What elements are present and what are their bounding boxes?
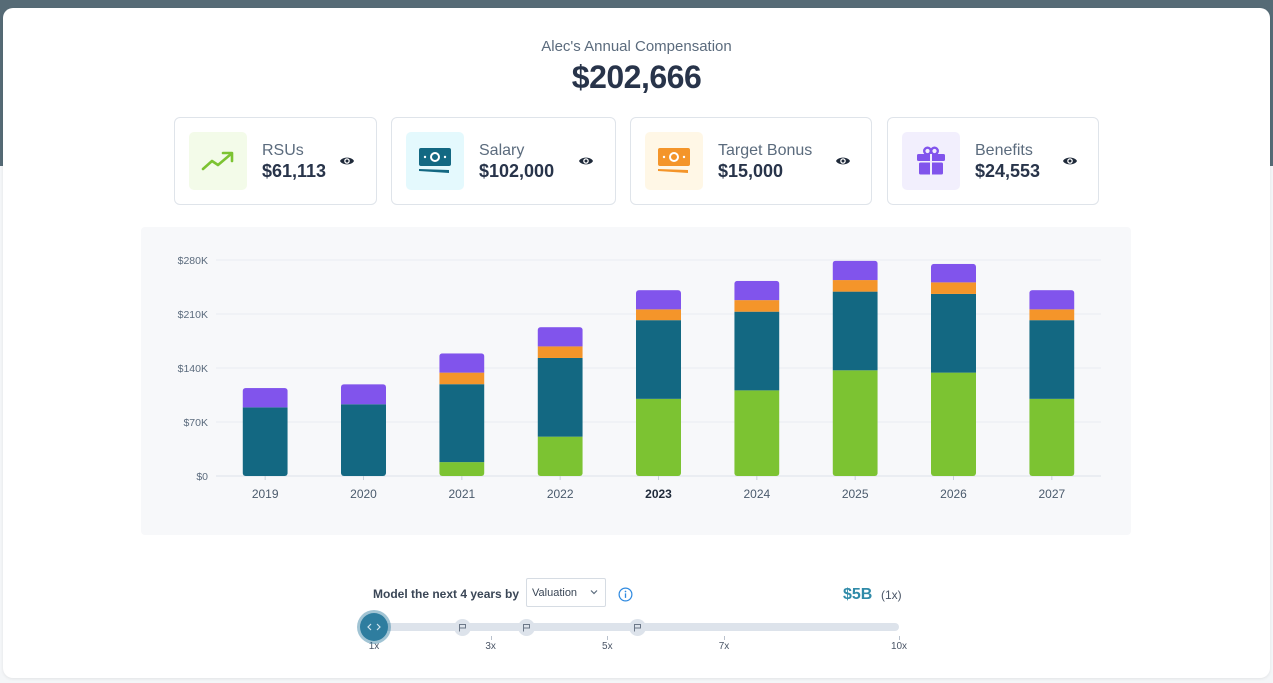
tile-target-bonus: Target Bonus $15,000	[630, 117, 872, 205]
bar-segment-target-bonus	[931, 282, 976, 294]
bar-segment-rsus	[537, 436, 583, 476]
eye-icon[interactable]	[339, 153, 355, 169]
tile-value: $24,553	[975, 161, 1041, 181]
bar-segment-salary	[242, 407, 288, 476]
compensation-chart: $0 $70K $140K $210K $280K 2019 2020 2021 2022 202…	[141, 227, 1131, 535]
bar-segment-benefits	[1029, 290, 1075, 310]
tile-value: $61,113	[262, 161, 327, 181]
y-tick-label: $140K	[178, 363, 208, 375]
milestone-flag[interactable]	[628, 619, 646, 636]
slider-tick-label: 5x	[602, 641, 613, 652]
tile-label: RSUs	[262, 142, 304, 159]
bar-segment-target-bonus	[537, 346, 583, 358]
x-tick-label: 2020	[350, 487, 377, 501]
slider-tick-label: 1x	[368, 641, 380, 652]
x-tick-label: 2019	[252, 487, 279, 501]
x-tick-label: 2026	[940, 487, 967, 501]
bar-segment-target-bonus	[1029, 309, 1075, 321]
slider-tick	[607, 636, 609, 640]
compensation-total: $202,666	[571, 59, 702, 95]
model-by-select[interactable]: Valuation	[526, 578, 606, 607]
slider-tick-label: 3x	[485, 641, 496, 652]
bar-segment-benefits	[439, 353, 485, 373]
model-label: Model the next 4 years by	[373, 587, 520, 601]
gift-icon	[902, 132, 960, 190]
bar-segment-benefits	[242, 388, 288, 408]
eye-icon[interactable]	[578, 153, 594, 169]
bar-segment-benefits	[341, 384, 386, 405]
bar-segment-salary	[734, 311, 780, 391]
x-tick-label: 2023	[645, 487, 672, 501]
valuation-slider-thumb[interactable]	[360, 613, 388, 641]
bar-segment-rsus	[931, 372, 976, 476]
bar-segment-salary	[636, 320, 681, 399]
bar-segment-rsus	[636, 398, 681, 476]
trending-up-icon	[189, 132, 247, 190]
compensation-subtitle: Alec's Annual Compensation	[541, 38, 732, 55]
slider-tick	[490, 636, 492, 640]
tile-rsus: RSUs $61,113	[174, 117, 377, 205]
y-tick-label: $70K	[183, 417, 208, 429]
bar-segment-rsus	[832, 370, 878, 476]
tile-salary: Salary $102,000	[391, 117, 616, 205]
flag-icon	[458, 624, 466, 632]
valuation-multiplier: (1x)	[881, 588, 902, 602]
slider-tick-label: 7x	[718, 641, 730, 652]
tile-label: Salary	[479, 142, 525, 159]
tile-value: $15,000	[718, 161, 784, 181]
compensation-header: Alec's Annual Compensation $202,666	[3, 38, 1270, 96]
bar-segment-salary	[832, 291, 878, 371]
x-tick-label: 2024	[743, 487, 770, 501]
bar-segment-benefits	[931, 263, 976, 283]
eye-icon[interactable]	[835, 153, 851, 169]
x-tick-label: 2027	[1038, 487, 1065, 501]
valuation-value: $5B	[843, 586, 873, 603]
x-tick-label: 2025	[842, 487, 869, 501]
bar-segment-target-bonus	[439, 372, 485, 385]
bar-segment-salary	[439, 384, 485, 463]
eye-icon[interactable]	[1062, 153, 1078, 169]
flag-icon	[633, 624, 641, 632]
bar-segment-target-bonus	[832, 280, 878, 292]
slider-tick	[899, 636, 900, 640]
stacked-bar-chart: $0 $70K $140K $210K $280K 2019 2020 2021 2022 202…	[178, 255, 1101, 501]
bar-segment-salary	[341, 404, 386, 476]
bar-segment-salary	[1029, 320, 1075, 399]
milestone-flag[interactable]	[453, 619, 471, 636]
milestone-flag[interactable]	[517, 619, 535, 636]
bar-segment-target-bonus	[734, 300, 780, 312]
tile-label: Target Bonus	[718, 142, 813, 159]
chevron-down-icon	[590, 590, 598, 595]
tile-label: Benefits	[975, 142, 1033, 159]
bar-segment-salary	[537, 357, 583, 437]
y-tick-label: $280K	[178, 255, 208, 267]
bar-segment-rsus	[439, 462, 485, 476]
bar-segment-target-bonus	[636, 309, 681, 321]
x-tick-label: 2021	[448, 487, 475, 501]
chevron-left-right-icon	[367, 623, 381, 631]
bar-segment-benefits	[734, 280, 780, 301]
flag-icon	[522, 624, 530, 632]
slider-tick-label: 10x	[890, 641, 908, 652]
compensation-card: Alec's Annual Compensation $202,666 RSUs…	[3, 8, 1270, 678]
bar-segment-benefits	[537, 327, 583, 347]
tile-value: $102,000	[479, 161, 555, 181]
select-value: Valuation	[532, 587, 578, 599]
bar-segment-benefits	[832, 260, 878, 281]
bar-segment-rsus	[1029, 398, 1075, 476]
tile-benefits: Benefits $24,553	[887, 117, 1099, 205]
model-controls: Model the next 4 years by Valuation $5B …	[3, 573, 1270, 653]
bar-segment-salary	[931, 293, 976, 373]
y-tick-label: $210K	[178, 309, 208, 321]
cash-icon	[406, 132, 464, 190]
info-icon[interactable]	[618, 587, 633, 602]
y-tick-label: $0	[196, 471, 208, 483]
bar-segment-rsus	[734, 390, 780, 476]
x-tick-label: 2022	[547, 487, 574, 501]
bar-segment-benefits	[636, 290, 681, 310]
slider-tick	[724, 636, 725, 640]
cash-icon	[645, 132, 703, 190]
